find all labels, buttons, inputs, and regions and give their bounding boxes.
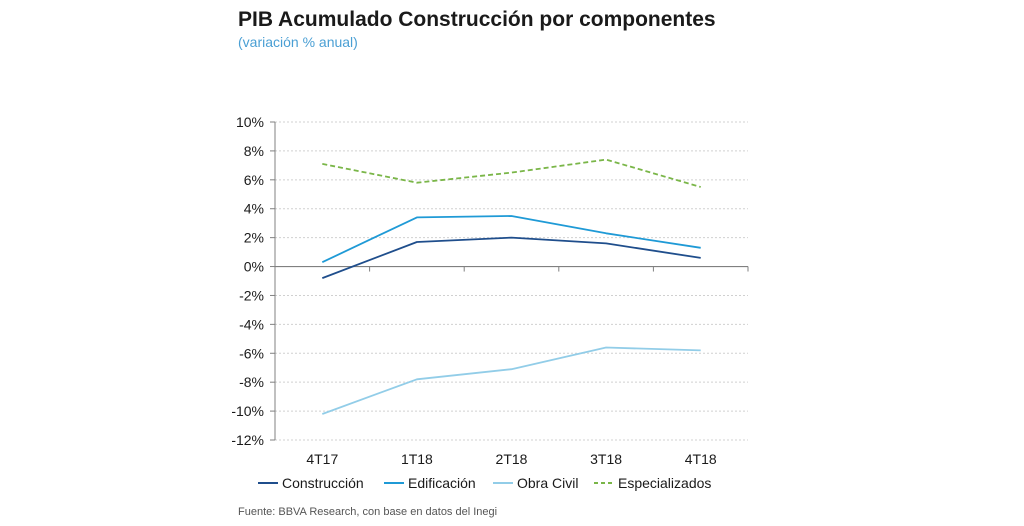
x-tick-label: 4T18 xyxy=(685,451,717,467)
y-tick-label: 10% xyxy=(236,114,264,130)
x-tick-label: 4T17 xyxy=(306,451,338,467)
y-tick-label: -6% xyxy=(239,345,264,361)
y-tick-label: -2% xyxy=(239,287,264,303)
x-tick-label: 2T18 xyxy=(496,451,528,467)
series-line xyxy=(321,215,701,264)
x-tick-label: 3T18 xyxy=(590,451,622,467)
source-note: Fuente: BBVA Research, con base en datos… xyxy=(238,506,498,518)
legend-label: Especializados xyxy=(618,475,711,491)
y-tick-label: 4% xyxy=(244,201,264,217)
legend-label: Obra Civil xyxy=(517,475,578,491)
grid-layer xyxy=(275,121,748,441)
y-tick-label: 6% xyxy=(244,172,264,188)
y-tick-label: -8% xyxy=(239,374,264,390)
x-tick-label: 1T18 xyxy=(401,451,433,467)
chart-subtitle: (variación % anual) xyxy=(238,34,358,50)
series-line xyxy=(321,236,701,279)
y-tick-label: -4% xyxy=(239,316,264,332)
legend-label: Construcción xyxy=(282,475,364,491)
y-tick-label: -12% xyxy=(231,432,264,448)
legend-label: Edificación xyxy=(408,475,476,491)
y-tick-label: 8% xyxy=(244,143,264,159)
axis-layer: 10% 8% 6% 4% 2% 0% -2% -4% -6% -8% -10% -12% 4T17 1T1… xyxy=(231,114,749,467)
series-layer xyxy=(321,158,701,415)
series-line xyxy=(322,158,701,188)
y-tick-label: 2% xyxy=(244,230,264,246)
series-line xyxy=(321,346,701,415)
legend: Construcción Edificación Obra Civil Especia… xyxy=(258,475,711,491)
chart-title: PIB Acumulado Construcción por component… xyxy=(238,8,716,31)
y-tick-label: 0% xyxy=(244,259,264,275)
y-tick-label: -10% xyxy=(231,403,264,419)
